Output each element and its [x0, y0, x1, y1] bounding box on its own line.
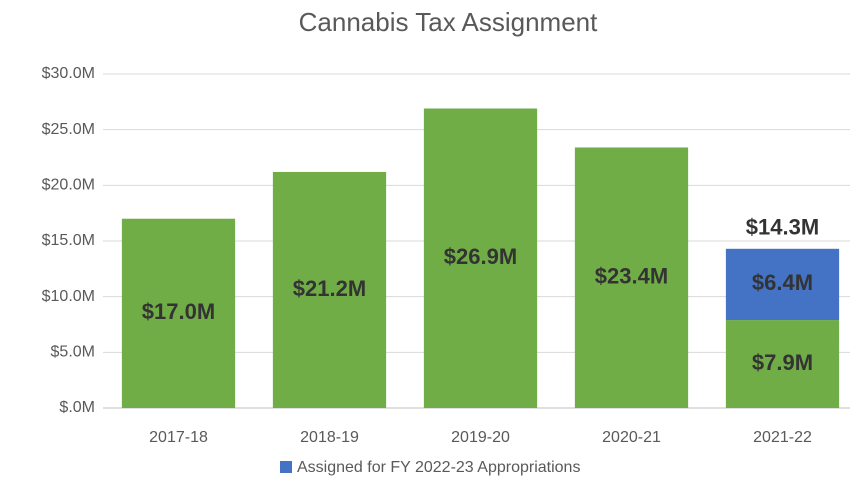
y-tick-label: $5.0M	[51, 344, 95, 361]
y-tick-label: $20.0M	[42, 177, 95, 194]
y-tick-label: $30.0M	[42, 65, 95, 82]
y-tick-label: $10.0M	[42, 288, 95, 305]
y-tick-label: $25.0M	[42, 121, 95, 138]
chart-title: Cannabis Tax Assignment	[299, 7, 598, 37]
x-tick-label: 2017-18	[149, 429, 208, 446]
data-label: $7.9M	[752, 350, 813, 375]
bar-segment	[574, 147, 689, 409]
total-label: $14.3M	[746, 215, 819, 240]
x-tick-label: 2020-21	[602, 429, 661, 446]
bar-segment	[725, 320, 840, 408]
x-tick-label: 2018-19	[300, 429, 359, 446]
data-label: $23.4M	[595, 264, 668, 289]
y-tick-label: $15.0M	[42, 232, 95, 249]
legend-label: Assigned for FY 2022-23 Appropriations	[297, 459, 580, 476]
legend-swatch	[280, 461, 292, 473]
data-label: $26.9M	[444, 244, 517, 269]
bar-segment	[121, 218, 236, 408]
bar-segment	[272, 171, 387, 408]
data-label: $21.2M	[293, 276, 366, 301]
x-tick-label: 2019-20	[451, 429, 510, 446]
x-tick-label: 2021-22	[753, 429, 812, 446]
data-label: $17.0M	[142, 299, 215, 324]
data-label: $6.4M	[752, 270, 813, 295]
bar-segment	[423, 108, 538, 408]
bar-segment	[725, 248, 840, 321]
y-tick-label: $.0M	[59, 399, 95, 416]
